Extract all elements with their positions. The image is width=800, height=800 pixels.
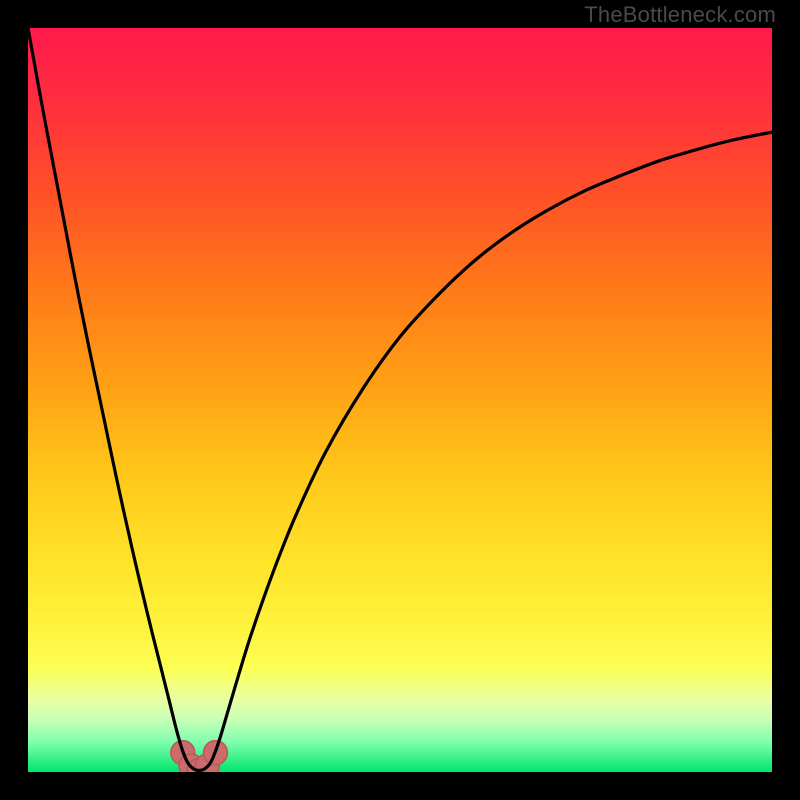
bottleneck-curve [28,28,772,771]
chart-frame: TheBottleneck.com [0,0,800,800]
plot-area [28,28,772,772]
curve-layer [28,28,772,772]
watermark-text: TheBottleneck.com [584,2,776,28]
